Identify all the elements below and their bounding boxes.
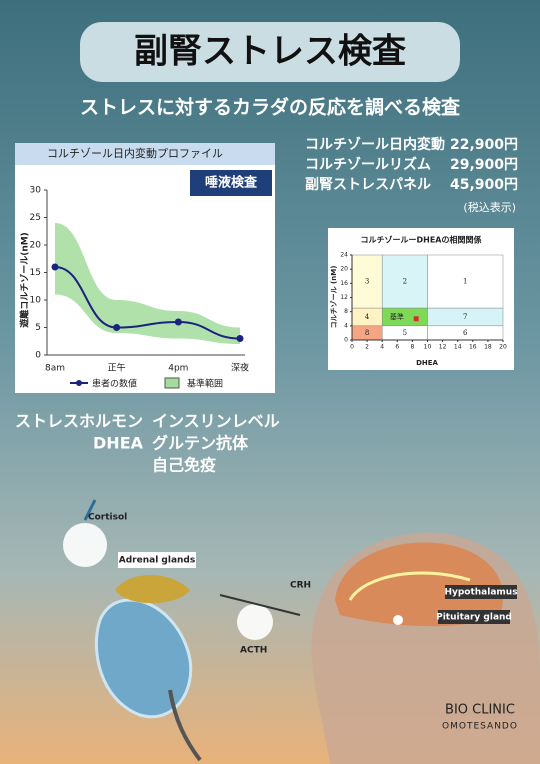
y-tick-label: 8: [344, 308, 348, 315]
y-tick-label: 4: [344, 322, 348, 329]
zone: [351, 254, 383, 309]
x-tick-label: 10: [424, 344, 432, 351]
y-tick-label: 12: [340, 294, 348, 301]
chart-title: コルチゾール日内変動プロファイル: [47, 146, 223, 160]
x-tick-label: 8am: [45, 364, 65, 374]
y-tick-label: 15: [30, 268, 41, 278]
x-tick-label: 4pm: [168, 364, 188, 374]
price-name: コルチゾールリズム: [305, 156, 431, 173]
zone-label: 2: [403, 278, 407, 286]
test-item: インスリンレベル: [152, 412, 280, 431]
zone-label: 7: [463, 313, 467, 321]
zone-label: 3: [365, 278, 369, 286]
y-tick-label: 0: [344, 337, 348, 344]
label-box: [118, 552, 196, 568]
zone-label: 4: [365, 313, 370, 321]
legend-swatch: [164, 377, 180, 389]
subtitle: ストレスに対するカラダの反応を調べる検査: [80, 96, 461, 119]
zone-label: 基準: [390, 312, 404, 321]
price-name: コルチゾール日内変動: [305, 136, 445, 153]
x-tick-label: 6: [395, 344, 399, 351]
y-tick-label: 10: [30, 296, 42, 306]
title-pill: [80, 22, 460, 82]
y-axis-label: 遊離コルチゾール(nM): [19, 232, 31, 328]
label: Pituitary gland: [436, 613, 512, 623]
x-tick-label: 4: [380, 344, 384, 351]
series-line: [54, 266, 241, 340]
price: 22,900円: [450, 137, 518, 153]
test-item: ストレスホルモン: [15, 412, 143, 431]
zone: [381, 254, 428, 309]
test-item: グルテン抗体: [152, 434, 249, 453]
legend-dot: [76, 380, 82, 386]
zone-label: 1: [463, 278, 467, 286]
x-tick-label: 正午: [108, 362, 126, 374]
x-tick-label: 深夜: [231, 362, 249, 374]
title: 副腎ストレス検査: [134, 32, 406, 72]
test-item: 自己免疫: [152, 456, 216, 475]
point: [236, 335, 244, 342]
y-tick-label: 16: [340, 280, 348, 287]
legend-label: 基準範囲: [187, 378, 223, 390]
y-tick-label: 24: [340, 252, 348, 259]
y-tick-label: 0: [35, 351, 41, 361]
label: Hypothalamus: [444, 588, 517, 598]
x-tick-label: 20: [499, 344, 507, 351]
y-axis-label: コルチゾール (nM): [329, 266, 338, 329]
point: [174, 318, 182, 326]
price: 29,900円: [450, 157, 518, 173]
point: [113, 324, 121, 331]
point: [413, 316, 419, 322]
zone: [427, 254, 504, 309]
logo-location: OMOTESANDO: [442, 722, 518, 732]
y-tick-label: 20: [340, 266, 348, 273]
x-tick-label: 14: [454, 344, 462, 351]
test-item: DHEA: [93, 434, 144, 453]
tax-note: (税込表示): [463, 200, 516, 214]
y-tick-label: 5: [35, 323, 41, 333]
label-box: [438, 610, 510, 624]
range-band: [55, 223, 240, 344]
label: ACTH: [240, 646, 267, 656]
chart-title: コルチゾールーDHEAの相関関係: [361, 235, 482, 245]
zone-label: 5: [403, 329, 407, 337]
x-tick-label: 18: [484, 344, 492, 351]
x-tick-label: 16: [469, 344, 477, 351]
x-tick-label: 0: [350, 344, 354, 351]
price: 45,900円: [450, 177, 518, 193]
label: Adrenal glands: [119, 556, 195, 566]
badge: [190, 170, 272, 196]
point: [51, 263, 59, 271]
x-axis-label: DHEA: [416, 359, 438, 367]
x-tick-label: 8: [410, 344, 414, 351]
badge-text: 唾液検査: [205, 175, 258, 191]
chart-header: [15, 143, 275, 165]
y-tick-label: 25: [30, 213, 41, 223]
x-tick-label: 12: [439, 344, 447, 351]
label: CRH: [290, 581, 311, 591]
zone-label: 6: [463, 329, 468, 337]
x-tick-label: 2: [365, 344, 369, 351]
legend-label: 患者の数値: [92, 378, 137, 390]
y-tick-label: 30: [30, 186, 42, 196]
label-box: [445, 585, 517, 599]
price-name: 副腎ストレスパネル: [305, 177, 431, 193]
zone-label: 8: [365, 329, 369, 337]
logo-name: BIO CLINIC: [445, 703, 515, 718]
y-tick-label: 20: [30, 241, 42, 251]
label: Cortisol: [88, 513, 127, 523]
